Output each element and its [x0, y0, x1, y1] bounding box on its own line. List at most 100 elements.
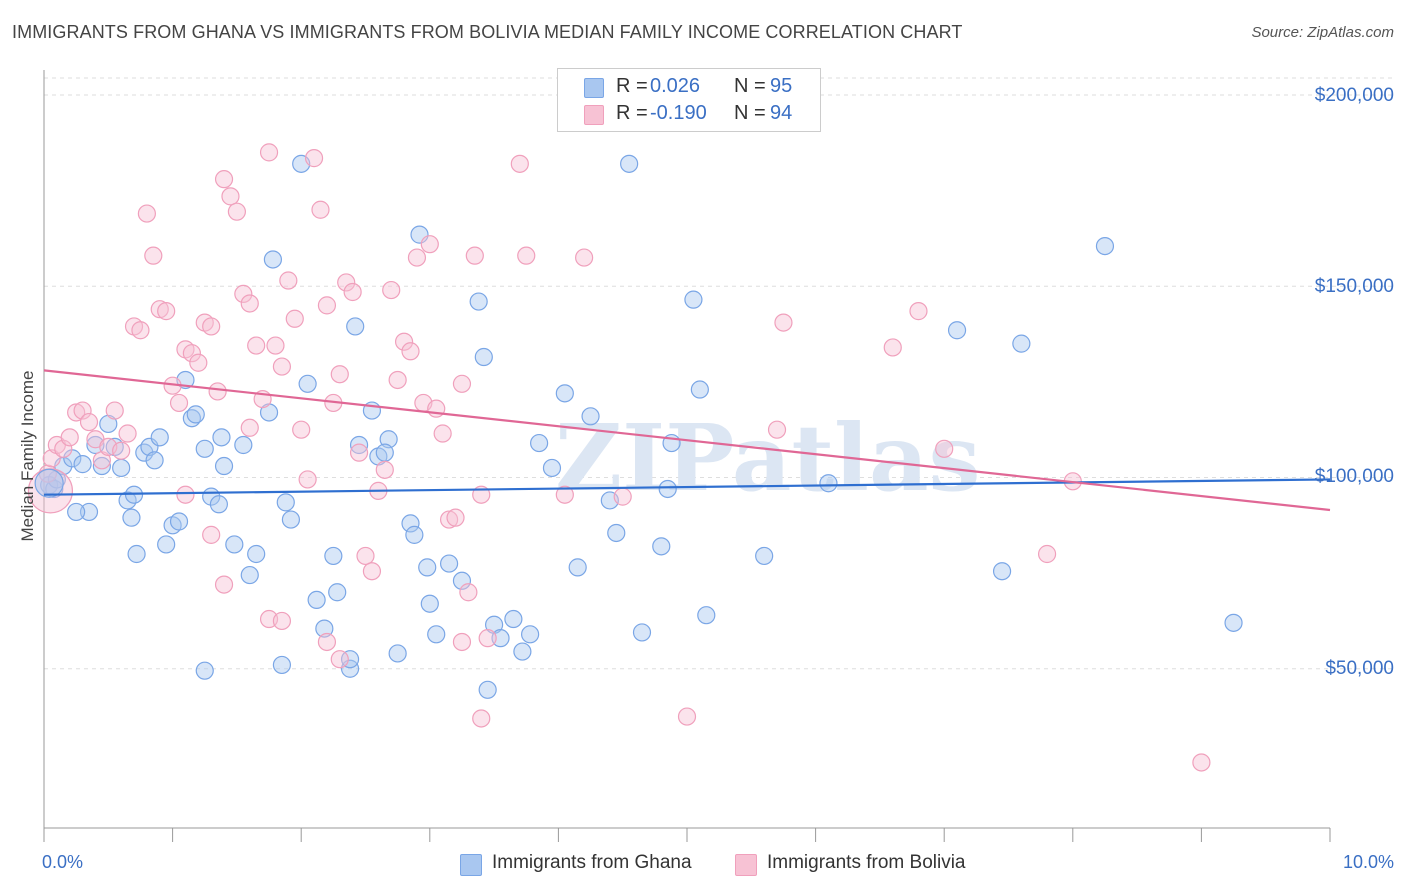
bolivia-data-point [118, 424, 137, 443]
bolivia-data-point [1192, 753, 1211, 772]
bolivia-data-point [935, 439, 954, 458]
r-label: R = [616, 102, 648, 124]
ghana-data-point [186, 405, 205, 424]
watermark: ZIPatlas [555, 404, 980, 512]
ghana-data-point [581, 407, 600, 426]
ghana-data-point [652, 537, 671, 556]
ghana-legend-swatch [460, 854, 482, 876]
source-label: Source: ZipAtlas.com [1251, 24, 1394, 41]
bolivia-data-point [54, 439, 73, 458]
ghana-data-point [379, 430, 398, 449]
ghana-data-point [755, 546, 774, 566]
ghana-data-point [530, 433, 549, 453]
ghana-data-point [122, 508, 141, 527]
bolivia-data-point [337, 273, 356, 292]
bolivia-data-point [176, 485, 195, 504]
bolivia-data-point [279, 271, 298, 290]
ghana-data-point [375, 443, 394, 462]
ghana-data-point [542, 458, 562, 478]
ghana-data-point [491, 629, 510, 648]
ghana-data-point [513, 642, 532, 661]
ghana-data-point [79, 502, 99, 522]
y-tick-label-200000: $200,000 [1314, 85, 1394, 106]
ghana-data-point [947, 321, 967, 340]
bolivia-data-point [105, 401, 124, 420]
legend-label-ghana: Immigrants from Ghana [492, 852, 692, 873]
ghana-data-point [607, 523, 626, 543]
ghana-data-point [346, 317, 365, 336]
bolivia-data-point [401, 342, 420, 361]
ghana-data-point [349, 435, 369, 455]
y-tick-label-150000: $150,000 [1314, 276, 1394, 297]
ghana-data-point [992, 562, 1012, 581]
ghana-data-point [474, 347, 493, 367]
bolivia-data-point [311, 200, 330, 219]
bolivia-data-point [883, 338, 902, 357]
bolivia-data-point [214, 170, 234, 189]
ghana-data-point [234, 435, 253, 455]
bolivia-data-point [317, 632, 337, 652]
bolivia-data-point [247, 336, 266, 355]
ghana-data-point [92, 456, 111, 476]
bolivia-data-point [157, 302, 176, 321]
bolivia-data-point [465, 246, 484, 265]
chart-title: IMMIGRANTS FROM GHANA VS IMMIGRANTS FROM… [12, 22, 963, 42]
bolivia-data-point [909, 302, 928, 321]
bolivia-data-point [272, 357, 292, 376]
n-value: 95 [770, 75, 793, 97]
ghana-data-point [127, 544, 146, 564]
ghana-data-point [212, 428, 231, 447]
bolivia-data-point [144, 246, 163, 265]
ghana-data-point [521, 625, 540, 644]
ghana-data-point [276, 493, 295, 512]
bolivia-data-point [420, 235, 439, 254]
ghana-data-point [150, 428, 169, 447]
ghana-data-point [145, 451, 164, 470]
bolivia-data-point [382, 280, 401, 300]
stats-legend: R = 0.026 N = 95 R = -0.190 N = 94 [557, 68, 821, 132]
ghana-data-point [307, 590, 326, 610]
bolivia-data-point [112, 441, 131, 460]
bolivia-data-point [459, 583, 478, 602]
bolivia-data-point [439, 510, 459, 529]
bolivia-data-point [510, 154, 529, 173]
n-value: 94 [770, 102, 793, 124]
x-tick-label-max: 10.0% [1342, 852, 1394, 872]
ghana-data-point [240, 565, 259, 585]
bolivia-data-point [259, 143, 279, 162]
bolivia-data-point [240, 418, 259, 437]
ghana-data-point [135, 443, 154, 462]
bolivia-data-point [575, 248, 594, 267]
ghana-data-point [439, 554, 459, 573]
bolivia-data-point [221, 187, 240, 206]
ghana-data-point [555, 384, 574, 403]
bolivia-data-point [478, 629, 497, 648]
bolivia-data-point [472, 709, 491, 728]
bolivia-data-point [202, 317, 221, 336]
ghana-data-point [324, 546, 343, 566]
ghana-data-point [225, 535, 244, 554]
bolivia-data-point [272, 611, 292, 631]
ghana-data-point [697, 606, 716, 625]
bolivia-data-point [79, 412, 99, 432]
bolivia-data-point [452, 632, 472, 652]
ghana-data-point [684, 290, 703, 309]
ghana-data-point [315, 619, 334, 638]
y-tick-label-50000: $50,000 [1325, 658, 1394, 679]
ghana-data-point [195, 661, 214, 680]
x-tick-label-min: 0.0% [42, 852, 84, 872]
ghana-data-point [658, 479, 677, 499]
bolivia-data-point [388, 370, 407, 390]
ghana-data-point [1012, 334, 1031, 353]
ghana-data-point [328, 583, 347, 602]
bolivia-data-point [677, 707, 697, 726]
ghana-data-point [263, 250, 283, 269]
bolivia-data-point [452, 374, 472, 393]
bolivia-data-point [240, 294, 259, 313]
bolivia-data-point [555, 485, 574, 504]
ghana-data-point [340, 650, 360, 669]
bolivia-swatch [584, 105, 604, 125]
ghana-data-point [420, 594, 439, 613]
bolivia-legend-swatch [735, 854, 757, 876]
